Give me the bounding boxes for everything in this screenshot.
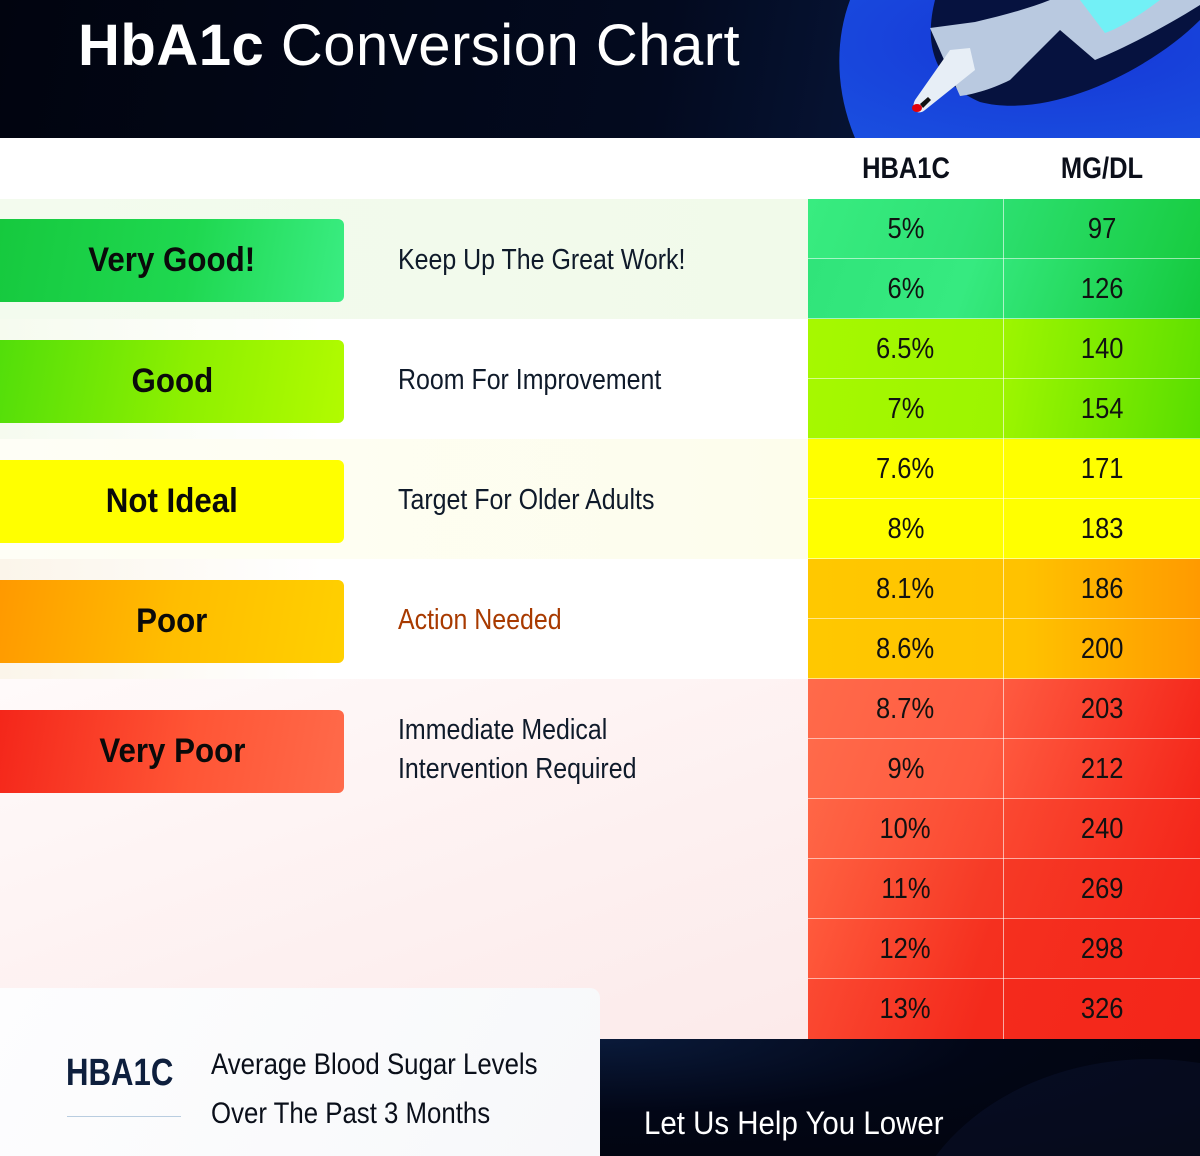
status-not-ideal: Not Ideal <box>0 460 344 543</box>
description-very-poor-line2: Intervention Required <box>398 753 637 785</box>
mgdl-cell: 200 <box>1080 632 1124 665</box>
description-very-good: Keep Up The Great Work! <box>398 244 686 276</box>
table-row: 5% 97 <box>808 199 1200 259</box>
mgdl-cell: 97 <box>1087 212 1117 245</box>
hba1c-cell: 9% <box>808 739 1004 799</box>
info-label: HBA1C <box>66 1052 174 1094</box>
description-not-ideal: Target For Older Adults <box>398 484 655 516</box>
glucose-meter-icon <box>839 0 1200 138</box>
table-row: 9% 212 <box>808 739 1200 799</box>
hba1c-cell: 10% <box>808 799 1004 859</box>
mgdl-cell: 171 <box>1080 452 1124 485</box>
status-label: Poor <box>136 602 208 640</box>
status-label: Good <box>131 362 213 400</box>
mgdl-cell: 212 <box>1080 752 1124 785</box>
status-very-poor: Very Poor <box>0 710 344 793</box>
hba1c-cell: 8.1% <box>808 559 1004 619</box>
status-label: Very Good! <box>88 241 256 279</box>
mgdl-cell: 240 <box>1080 812 1124 845</box>
title-rest: Conversion Chart <box>264 13 741 78</box>
status-label: Very Poor <box>98 732 246 770</box>
table-row: 7.6% 171 <box>808 439 1200 499</box>
column-header-hba1c: HBA1C <box>862 152 950 185</box>
table-row: 8.1% 186 <box>808 559 1200 619</box>
mgdl-cell: 298 <box>1080 932 1124 965</box>
conversion-table: 5% 97 6% 126 6.5% 140 7% 154 7.6% 171 8%… <box>808 199 1200 1039</box>
cta-banner[interactable]: Let Us Help You Lower <box>600 1039 1200 1156</box>
column-header-mgdl: MG/DL <box>1060 152 1144 185</box>
table-row: 7% 154 <box>808 379 1200 439</box>
mgdl-cell: 326 <box>1080 992 1124 1025</box>
hba1c-cell: 7% <box>808 379 1004 439</box>
mgdl-cell: 126 <box>1080 272 1124 305</box>
description-good: Room For Improvement <box>398 364 662 396</box>
info-line-2: Over The Past 3 Months <box>211 1097 491 1130</box>
table-row: 6% 126 <box>808 259 1200 319</box>
hba1c-cell: 8% <box>808 499 1004 559</box>
hba1c-cell: 8.6% <box>808 619 1004 679</box>
title-bold: HbA1c <box>78 13 265 78</box>
info-description: Average Blood Sugar Levels Over The Past… <box>211 1040 538 1138</box>
hba1c-cell: 7.6% <box>808 439 1004 499</box>
table-row: 13% 326 <box>808 979 1200 1039</box>
info-line-1: Average Blood Sugar Levels <box>211 1048 538 1081</box>
table-row: 8% 183 <box>808 499 1200 559</box>
table-row: 11% 269 <box>808 859 1200 919</box>
info-divider <box>67 1116 181 1117</box>
status-label: Not Ideal <box>105 482 239 520</box>
mgdl-cell: 203 <box>1080 692 1124 725</box>
status-poor: Poor <box>0 580 344 663</box>
table-row: 8.6% 200 <box>808 619 1200 679</box>
status-very-good: Very Good! <box>0 219 344 302</box>
mgdl-cell: 183 <box>1080 512 1124 545</box>
description-very-poor-line1: Immediate Medical <box>398 714 608 746</box>
table-row: 8.7% 203 <box>808 679 1200 739</box>
hba1c-cell: 11% <box>808 859 1004 919</box>
hba1c-cell: 8.7% <box>808 679 1004 739</box>
table-row: 12% 298 <box>808 919 1200 979</box>
cta-text[interactable]: Let Us Help You Lower <box>644 1105 944 1141</box>
status-good: Good <box>0 340 344 423</box>
description-poor: Action Needed <box>398 604 562 636</box>
hba1c-cell: 6% <box>808 259 1004 319</box>
hba1c-cell: 5% <box>808 199 1004 259</box>
mgdl-cell: 186 <box>1080 572 1124 605</box>
mgdl-cell: 269 <box>1080 872 1124 905</box>
hba1c-cell: 13% <box>808 979 1004 1039</box>
hba1c-cell: 12% <box>808 919 1004 979</box>
header-banner: HbA1c Conversion Chart <box>0 0 1200 138</box>
page-title: HbA1c Conversion Chart <box>78 12 740 79</box>
table-row: 6.5% 140 <box>808 319 1200 379</box>
mgdl-cell: 154 <box>1080 392 1124 425</box>
mgdl-cell: 140 <box>1080 332 1124 365</box>
hba1c-cell: 6.5% <box>808 319 1004 379</box>
table-row: 10% 240 <box>808 799 1200 859</box>
info-card <box>0 988 600 1156</box>
